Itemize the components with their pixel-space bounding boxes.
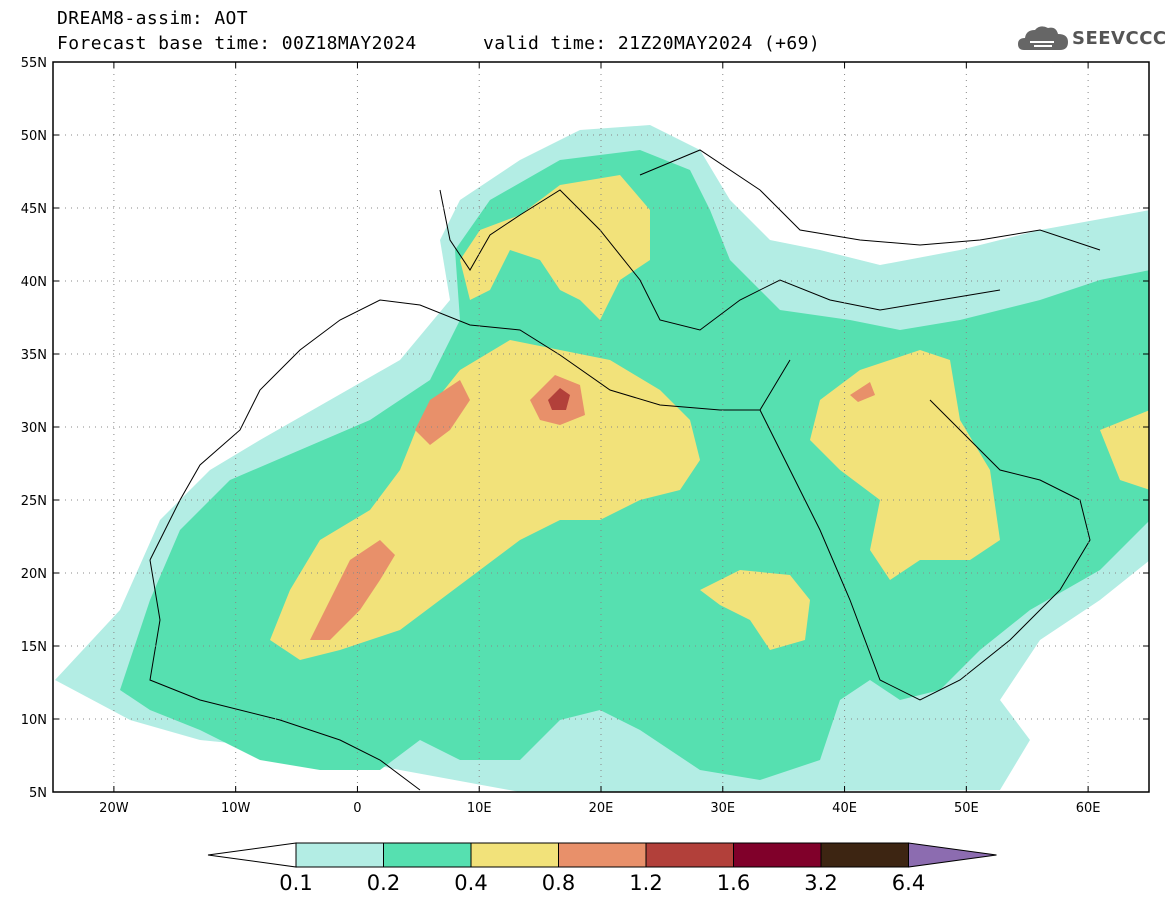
lat-tick-label: 55N — [21, 56, 47, 71]
valid-time: valid time: 21Z20MAY2024 (+69) — [483, 33, 821, 54]
colorbar-label: 0.4 — [454, 871, 488, 895]
aot-level-0.8-mali — [310, 540, 395, 640]
aot-level-0.8-algeria — [415, 380, 470, 445]
seevccc-logo: SEEVCCC — [1016, 22, 1165, 58]
colorbar-segment — [295, 842, 384, 868]
lat-tick-label: 20N — [21, 567, 47, 582]
lat-tick-label: 50N — [21, 129, 47, 144]
colorbar-label: 6.4 — [891, 871, 926, 895]
colorbar-label: 3.2 — [804, 871, 838, 895]
coastlines — [149, 149, 1101, 791]
lat-tick-label: 45N — [21, 202, 47, 217]
lat-tick-label: 40N — [21, 275, 47, 290]
colorbar-segment — [470, 842, 559, 868]
colorbar-label: 0.8 — [541, 871, 576, 895]
colorbar-label: 0.2 — [366, 871, 401, 895]
lat-tick-label: 15N — [21, 640, 47, 655]
colorbar-lower-arrow — [207, 842, 297, 868]
aot-contours — [55, 125, 1149, 792]
logo-text: SEEVCCC — [1072, 28, 1165, 49]
lon-tick-label: 40E — [832, 801, 857, 816]
aot-level-0.4-italy — [460, 175, 650, 320]
cloud-logo-icon — [1018, 26, 1068, 50]
aot-level-1.2-libya — [548, 388, 570, 410]
lat-tick-label: 5N — [29, 786, 47, 801]
colorbar-label: 1.6 — [716, 871, 751, 895]
colorbar — [207, 842, 997, 868]
colorbar-segment — [558, 842, 647, 868]
lon-tick-label: 20E — [589, 801, 614, 816]
lon-tick-label: 30E — [710, 801, 735, 816]
colorbar-label: 0.1 — [279, 871, 313, 895]
lon-tick-label: 10E — [467, 801, 492, 816]
lon-tick-label: 20W — [99, 801, 129, 816]
colorbar-segment — [733, 842, 822, 868]
lat-tick-label: 10N — [21, 713, 47, 728]
aot-level-0.4-gulf — [1100, 410, 1149, 490]
lon-tick-label: 0 — [353, 801, 361, 816]
aot-level-0.8-iraq — [850, 382, 875, 402]
forecast-base-time: Forecast base time: 00Z18MAY2024 — [57, 33, 417, 54]
aot-level-0.4-sudan — [700, 570, 810, 650]
lat-tick-label: 25N — [21, 494, 47, 509]
colorbar-segment — [383, 842, 472, 868]
lon-tick-label: 50E — [954, 801, 979, 816]
lat-tick-label: 30N — [21, 421, 47, 436]
colorbar-segment — [820, 842, 909, 868]
colorbar-upper-arrow — [908, 842, 997, 868]
colorbar-label: 1.2 — [629, 871, 663, 895]
colorbar-segment — [645, 842, 734, 868]
axis-ticks: 20W 10W 0 10E 20E 30E 40E 50E 60E 55N 50N 45N 40N 35N… — [21, 56, 1149, 816]
lon-tick-label: 10W — [221, 801, 251, 816]
lat-tick-label: 35N — [21, 348, 47, 363]
lon-tick-label: 60E — [1076, 801, 1101, 816]
aot-level-0.4-east — [810, 350, 1000, 580]
map-title: DREAM8-assim: AOT — [57, 8, 249, 29]
